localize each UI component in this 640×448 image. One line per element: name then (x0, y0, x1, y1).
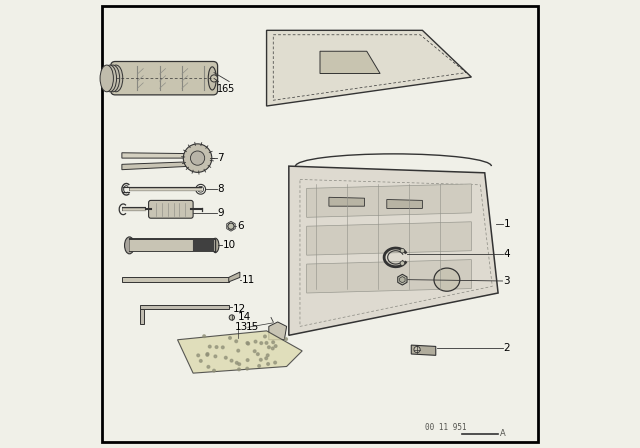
Circle shape (228, 336, 231, 339)
Polygon shape (329, 197, 365, 206)
Polygon shape (307, 260, 472, 293)
Polygon shape (122, 277, 228, 282)
Circle shape (225, 357, 227, 359)
Circle shape (264, 335, 266, 338)
Ellipse shape (125, 237, 134, 254)
Circle shape (267, 362, 269, 365)
Ellipse shape (434, 268, 460, 291)
Ellipse shape (212, 238, 219, 253)
Circle shape (268, 346, 270, 349)
Circle shape (215, 346, 218, 349)
Polygon shape (387, 199, 422, 208)
Text: A: A (500, 429, 506, 438)
Text: 16: 16 (217, 84, 229, 94)
Polygon shape (399, 276, 405, 283)
Circle shape (203, 335, 205, 337)
Circle shape (246, 342, 249, 345)
Circle shape (265, 341, 268, 344)
Circle shape (400, 261, 404, 265)
Text: 00 11 951: 00 11 951 (424, 423, 467, 432)
Ellipse shape (103, 65, 116, 92)
Circle shape (266, 354, 269, 357)
Text: 4: 4 (504, 249, 510, 259)
Text: 12: 12 (233, 304, 246, 314)
Polygon shape (122, 162, 193, 170)
Circle shape (237, 349, 239, 352)
Text: 14: 14 (237, 312, 251, 322)
Text: 11: 11 (242, 275, 255, 284)
Text: 8: 8 (218, 184, 224, 194)
Circle shape (414, 346, 420, 353)
Text: 2: 2 (504, 343, 510, 353)
Text: 7: 7 (218, 153, 224, 163)
Text: 6: 6 (237, 221, 244, 231)
Circle shape (200, 360, 202, 362)
Circle shape (191, 151, 205, 165)
Circle shape (206, 353, 209, 356)
Circle shape (207, 366, 210, 368)
Text: 1: 1 (504, 219, 510, 229)
Polygon shape (177, 331, 302, 373)
Circle shape (258, 365, 260, 367)
Ellipse shape (109, 65, 123, 92)
Polygon shape (412, 345, 436, 355)
Circle shape (274, 361, 276, 364)
Circle shape (272, 341, 275, 344)
FancyBboxPatch shape (148, 200, 193, 218)
Text: 9: 9 (218, 208, 224, 218)
Circle shape (214, 355, 217, 358)
Circle shape (246, 359, 249, 362)
Circle shape (235, 340, 237, 343)
Circle shape (260, 342, 262, 345)
Polygon shape (289, 166, 498, 335)
Text: 5: 5 (227, 84, 234, 94)
Circle shape (285, 338, 287, 340)
Polygon shape (267, 30, 472, 106)
Polygon shape (140, 310, 144, 324)
Ellipse shape (106, 65, 120, 92)
Polygon shape (269, 322, 287, 340)
Circle shape (271, 347, 274, 350)
Circle shape (209, 345, 211, 348)
Circle shape (247, 342, 250, 345)
Polygon shape (228, 272, 240, 282)
Circle shape (246, 367, 248, 370)
Text: 3: 3 (504, 276, 510, 286)
Text: 13: 13 (234, 322, 248, 332)
Polygon shape (140, 305, 228, 310)
Circle shape (238, 363, 241, 366)
Text: 10: 10 (223, 241, 236, 250)
Circle shape (237, 368, 240, 370)
Circle shape (228, 223, 234, 229)
Circle shape (275, 345, 277, 347)
Polygon shape (397, 274, 407, 285)
Circle shape (221, 346, 224, 349)
Ellipse shape (100, 65, 113, 92)
Circle shape (257, 353, 259, 355)
Circle shape (212, 369, 216, 372)
FancyBboxPatch shape (111, 61, 218, 95)
Circle shape (400, 249, 404, 253)
Circle shape (229, 315, 234, 320)
Circle shape (265, 357, 268, 360)
Polygon shape (122, 153, 193, 158)
Circle shape (236, 362, 238, 364)
Polygon shape (320, 51, 380, 73)
Circle shape (206, 353, 209, 355)
Polygon shape (307, 222, 472, 255)
Ellipse shape (208, 67, 216, 90)
Circle shape (253, 350, 256, 353)
Circle shape (259, 358, 262, 361)
Circle shape (197, 354, 200, 357)
Circle shape (211, 75, 218, 82)
Circle shape (230, 359, 233, 362)
Circle shape (254, 340, 257, 343)
Polygon shape (307, 184, 472, 217)
Circle shape (183, 144, 212, 172)
Text: 15: 15 (246, 322, 259, 332)
